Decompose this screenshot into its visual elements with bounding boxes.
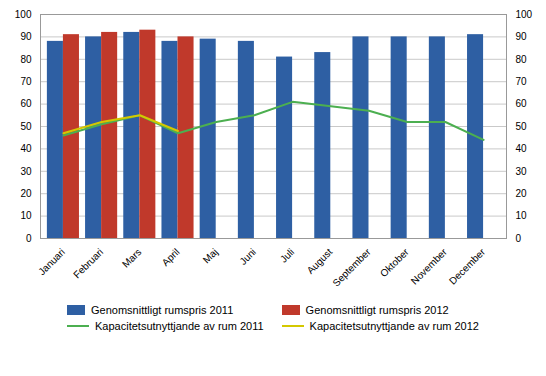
svg-text:50: 50: [516, 121, 528, 132]
svg-text:40: 40: [516, 143, 528, 154]
html-text:Genomsnittligt rumspris 2012: Genomsnittligt rumspris 2012: [305, 304, 449, 316]
svg-text:10: 10: [516, 210, 528, 221]
svg-text:80: 80: [516, 54, 528, 65]
svg-text:80: 80: [20, 54, 32, 65]
svg-text:0: 0: [26, 233, 32, 244]
svg-text:90: 90: [20, 31, 32, 42]
svg-text:70: 70: [20, 76, 32, 87]
svg-text:April: April: [160, 246, 182, 268]
svg-text:70: 70: [516, 76, 528, 87]
svg-text:September: September: [330, 246, 373, 289]
svg-text:Maj: Maj: [201, 246, 220, 265]
svg-text:Mars: Mars: [120, 246, 144, 270]
svg-text:Juni: Juni: [237, 246, 258, 267]
svg-text:20: 20: [20, 188, 32, 199]
html-text:Kapacitetsutnyttjande av rum 2: Kapacitetsutnyttjande av rum 2012: [309, 320, 479, 332]
svg-text:60: 60: [516, 98, 528, 109]
html-text:Kapacitetsutnyttjande av rum 2: Kapacitetsutnyttjande av rum 2011: [95, 320, 264, 332]
svg-text:60: 60: [20, 98, 32, 109]
html-text:Genomsnittligt rumspris 2011: Genomsnittligt rumspris 2011: [91, 304, 234, 316]
svg-text:December: December: [447, 246, 488, 287]
svg-text:40: 40: [20, 143, 32, 154]
svg-text:Februari: Februari: [71, 246, 105, 280]
svg-text:Oktober: Oktober: [378, 246, 411, 279]
svg-text:Januari: Januari: [36, 246, 67, 277]
svg-text:Juli: Juli: [278, 246, 296, 264]
svg-text:30: 30: [516, 166, 528, 177]
svg-text:50: 50: [20, 121, 32, 132]
svg-text:10: 10: [20, 210, 32, 221]
svg-text:100: 100: [516, 9, 533, 20]
svg-text:30: 30: [20, 166, 32, 177]
svg-text:August: August: [305, 246, 335, 276]
svg-text:90: 90: [516, 31, 528, 42]
svg-text:20: 20: [516, 188, 528, 199]
svg-text:November: November: [409, 246, 450, 287]
svg-text:100: 100: [15, 9, 32, 20]
svg-text:0: 0: [516, 233, 522, 244]
